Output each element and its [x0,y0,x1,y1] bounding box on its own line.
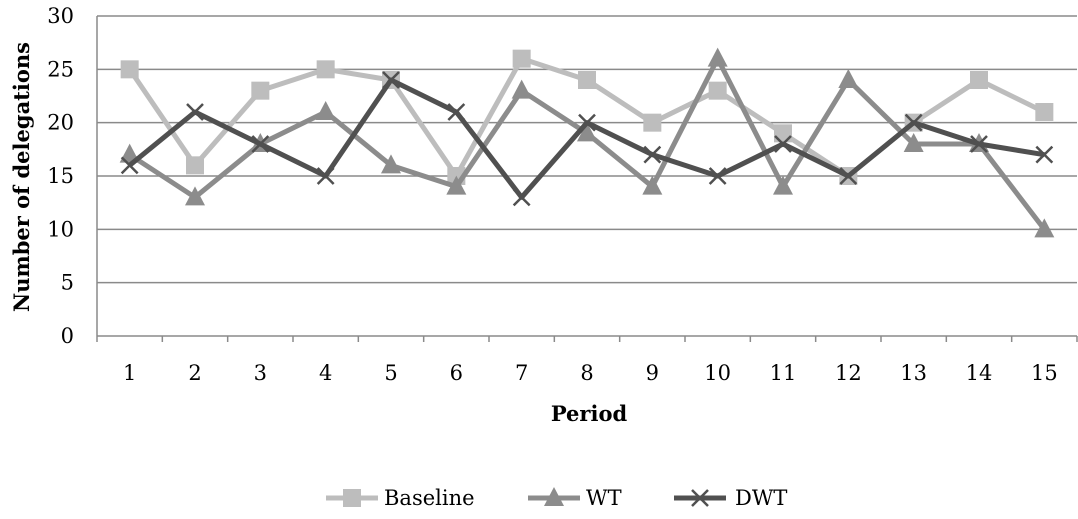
y-tick-label: 20 [47,111,74,135]
data-point-baseline [578,71,596,89]
x-tick-label: 7 [515,361,528,385]
data-point-baseline [186,156,204,175]
y-tick-label: 0 [61,324,74,348]
data-point-wt [838,69,859,88]
x-tick-label: 1 [123,361,136,385]
data-point-wt [577,122,597,142]
data-point-baseline [251,81,270,100]
y-tick-label: 30 [47,4,74,28]
x-tick-label: 2 [188,361,201,385]
data-point-dwt [904,113,923,132]
y-tick-label: 15 [47,164,74,188]
data-point-wt [707,47,728,67]
data-point-wt [903,133,924,152]
legend-label: DWT [735,486,787,510]
data-point-baseline [316,60,335,79]
data-point-dwt [970,135,988,153]
data-point-baseline [120,60,139,79]
data-point-dwt [447,103,466,121]
data-point-baseline [1035,103,1054,121]
y-tick-label: 5 [61,271,74,295]
y-tick-label: 25 [47,57,74,81]
data-point-wt [1034,218,1055,238]
data-point-baseline [774,124,792,143]
x-axis-title: Period [551,401,628,426]
data-point-wt [185,186,205,206]
legend: Baseline WT DWT [326,486,787,510]
data-point-baseline [643,113,662,132]
data-point-wt [773,175,793,195]
data-point-baseline [970,71,988,89]
data-point-dwt [774,135,792,153]
data-point-dwt [839,167,858,185]
x-tick-label: 4 [319,361,332,385]
legend-item-baseline: Baseline [326,486,475,510]
x-tick-label: 5 [384,361,397,385]
data-point-dwt [382,71,400,89]
data-point-dwt [1035,145,1054,164]
x-tick-label: 14 [966,361,993,385]
legend-marker [343,489,361,507]
y-axis-title: Number of delegations [9,42,34,312]
y-tick-label: 10 [47,217,74,241]
x-tick-label: 10 [704,361,731,385]
data-point-baseline [708,81,727,100]
legend-label: WT [586,486,622,510]
grid-lines [96,15,1078,342]
legend-marker [544,487,564,506]
data-point-wt [446,175,467,195]
data-point-dwt [578,113,596,132]
legend-item-dwt: DWT [674,486,787,510]
series-dwt [120,71,1054,207]
data-point-dwt [120,156,139,175]
data-point-dwt [186,103,204,121]
x-tick-label: 15 [1031,361,1058,385]
data-point-wt [511,79,532,99]
x-tick-label: 9 [646,361,659,385]
x-tick-label: 6 [450,361,463,385]
legend-marker [691,489,709,507]
x-tick-label: 12 [835,361,862,385]
x-tick-label: 13 [900,361,927,385]
data-point-dwt [512,188,531,207]
legend-item-wt: WT [528,486,622,510]
data-point-dwt [643,145,662,164]
data-point-dwt [316,167,335,185]
x-axis-ticks: 1 2 3 4 5 6 7 8 9 10 11 12 13 14 15 [123,361,1058,385]
x-tick-label: 11 [770,361,797,385]
x-tick-label: 3 [254,361,267,385]
data-point-wt [642,175,663,195]
data-point-baseline [512,49,531,68]
data-point-dwt [708,167,727,185]
data-point-wt [381,154,401,174]
series-layer [119,47,1055,238]
x-tick-label: 8 [580,361,593,385]
legend-label: Baseline [384,486,475,510]
data-point-wt [315,101,336,120]
y-axis-ticks: 0 5 10 15 20 25 30 [47,4,74,348]
data-point-wt [119,143,140,163]
data-point-dwt [251,135,270,153]
